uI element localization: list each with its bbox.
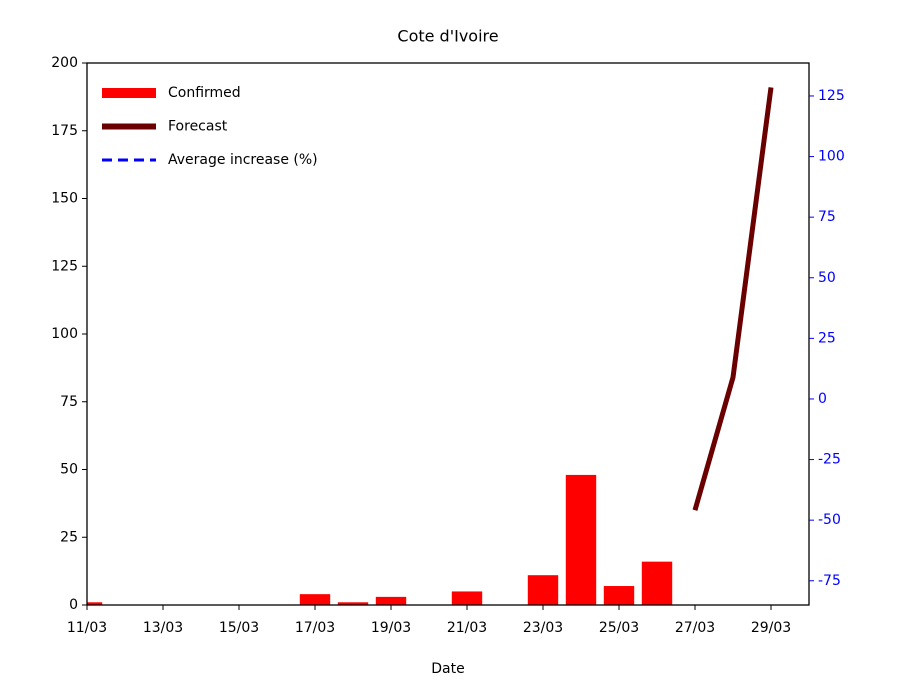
y-tick-label: 75 xyxy=(60,394,78,410)
chart-title: Cote d'Ivoire xyxy=(397,27,498,46)
y2-tick-label: 125 xyxy=(818,88,845,104)
x-tick-label: 19/03 xyxy=(371,620,411,636)
y-tick-label: 125 xyxy=(51,258,78,274)
line xyxy=(692,87,774,511)
x-tick-label: 23/03 xyxy=(523,620,563,636)
y-tick-label: 0 xyxy=(69,597,78,613)
bar xyxy=(375,596,407,605)
legend-label: Confirmed xyxy=(168,85,241,101)
x-tick-label: 17/03 xyxy=(295,620,335,636)
y2-tick-label: -25 xyxy=(818,452,841,468)
legend-label: Average increase (%) xyxy=(168,152,318,168)
x-tick-label: 15/03 xyxy=(219,620,259,636)
legend-label: Forecast xyxy=(168,119,228,135)
y-tick-label: 175 xyxy=(51,123,78,139)
y-tick-label: 100 xyxy=(51,326,78,342)
y2-tick-label: 100 xyxy=(818,149,845,165)
bar xyxy=(641,561,673,605)
x-tick-label: 21/03 xyxy=(447,620,487,636)
x-tick-label: 25/03 xyxy=(599,620,639,636)
y2-tick-label: 50 xyxy=(818,270,836,286)
y2-tick-label: 0 xyxy=(818,391,827,407)
y2-tick-label: 75 xyxy=(818,209,836,225)
bar xyxy=(451,591,483,605)
bar xyxy=(527,575,559,605)
x-tick-label: 29/03 xyxy=(751,620,791,636)
y2-tick-label: 25 xyxy=(818,330,836,346)
y-tick-label: 200 xyxy=(51,55,78,71)
y-tick-label: 25 xyxy=(60,529,78,545)
plot-area xyxy=(87,87,774,605)
bar xyxy=(337,602,369,605)
y-tick-label: 150 xyxy=(51,191,78,207)
x-tick-label: 13/03 xyxy=(143,620,183,636)
bar xyxy=(299,594,331,605)
x-axis-label: Date xyxy=(431,661,464,677)
plot-frame xyxy=(86,62,810,606)
y-tick-label: 50 xyxy=(60,462,78,478)
x-tick-label: 11/03 xyxy=(67,620,107,636)
x-tick-label: 27/03 xyxy=(675,620,715,636)
y2-tick-label: -75 xyxy=(818,573,841,589)
bar xyxy=(603,586,635,605)
y2-tick-label: -50 xyxy=(818,512,841,528)
bar xyxy=(565,474,597,605)
bar xyxy=(87,602,103,605)
